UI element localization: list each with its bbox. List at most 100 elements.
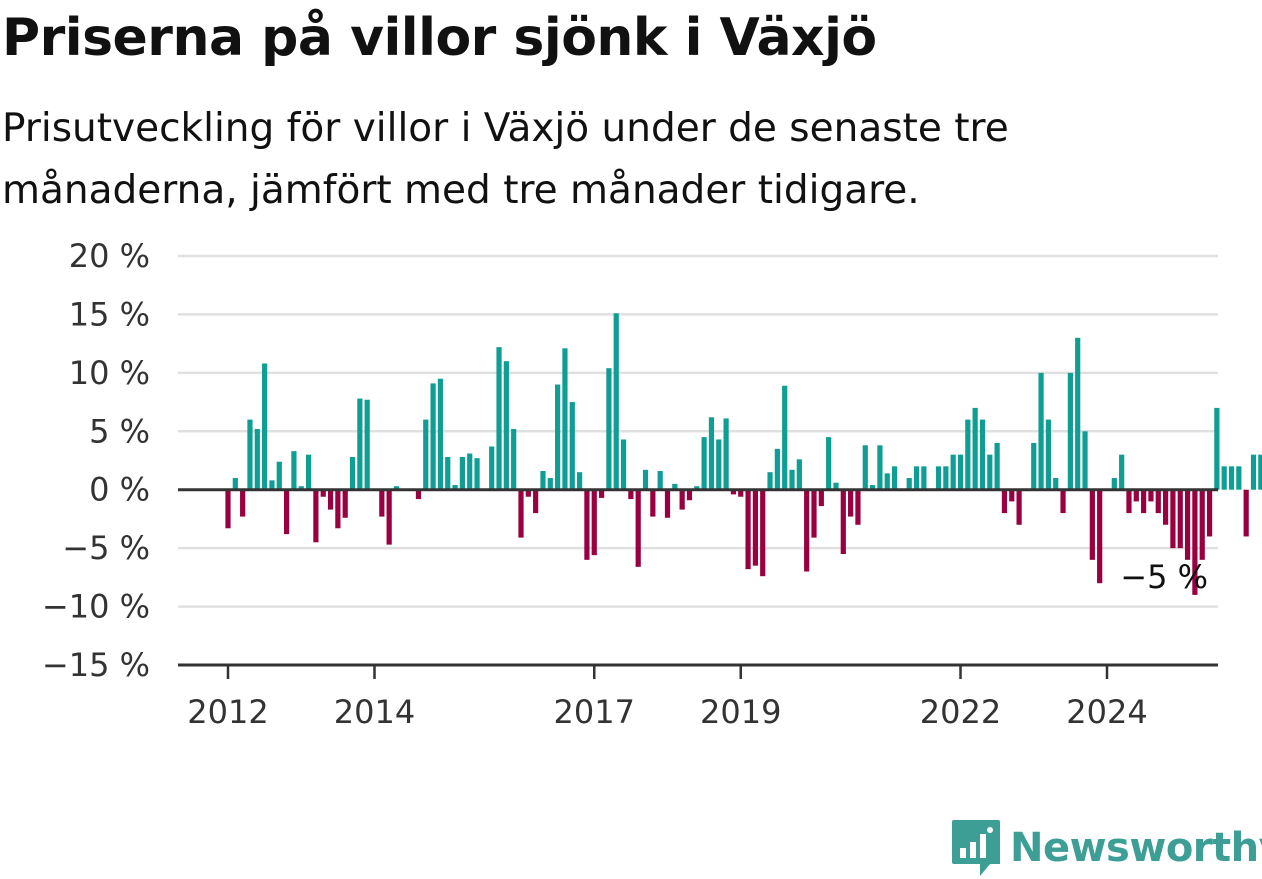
x-tick-label: 2019: [700, 693, 781, 731]
bar: [1075, 337, 1081, 490]
bar: [1045, 419, 1051, 490]
bar: [804, 489, 810, 572]
bar: [760, 489, 766, 577]
bar: [957, 454, 964, 490]
bar: [738, 489, 744, 497]
bar: [650, 489, 656, 517]
bar: [979, 419, 986, 490]
bar: [445, 456, 451, 490]
bar: [423, 419, 429, 490]
bar: [525, 489, 531, 497]
bar: [357, 398, 363, 490]
y-tick-label: 20 %: [69, 237, 150, 275]
y-tick-label: −5 %: [62, 529, 150, 567]
bar: [349, 456, 356, 490]
bar: [291, 451, 297, 490]
bar: [437, 378, 444, 490]
bar: [1258, 454, 1262, 490]
bar: [511, 428, 517, 490]
bar: [305, 454, 312, 490]
bar: [796, 459, 802, 490]
last-value-label: −5 %: [1120, 558, 1208, 596]
bar: [891, 466, 898, 490]
bar: [474, 458, 480, 490]
bar: [628, 489, 634, 500]
bar: [613, 313, 619, 490]
bar: [518, 489, 524, 538]
bar: [584, 489, 590, 560]
bar: [1133, 489, 1139, 502]
bar: [877, 445, 883, 490]
bar: [606, 368, 612, 490]
bar: [540, 471, 546, 490]
bar: [686, 489, 693, 501]
bar: [833, 482, 839, 490]
bar: [1148, 489, 1154, 502]
bar: [745, 489, 751, 570]
bar: [672, 483, 678, 490]
bar: [730, 489, 737, 495]
bar: [569, 402, 575, 490]
bar: [1155, 489, 1161, 514]
x-tick-label: 2017: [554, 693, 635, 731]
bar: [489, 446, 495, 490]
bar: [1060, 489, 1066, 514]
bar: [723, 418, 729, 490]
x-axis-ticks: 2012 2014 2017 2019 2022 2024: [187, 665, 1148, 731]
bar: [913, 466, 920, 490]
newsworthy-logo-text: Newsworthy: [1010, 825, 1262, 871]
bar: [657, 471, 663, 490]
bar: [972, 407, 978, 490]
bar: [716, 439, 722, 490]
bar: [1236, 466, 1242, 490]
x-tick-label: 2012: [187, 693, 268, 731]
bar: [262, 363, 268, 490]
bar: [642, 469, 649, 490]
bar: [591, 489, 597, 556]
bar: [870, 485, 876, 490]
bar: [1031, 442, 1037, 490]
bar: [701, 437, 707, 490]
x-tick-label: 2014: [334, 693, 415, 731]
bar: [818, 489, 824, 507]
bar: [1111, 478, 1117, 490]
bar-chart: 20 %15 %10 %5 %0 %−5 %−10 %−15 % 2012 201…: [42, 237, 1262, 731]
bar: [327, 489, 334, 510]
bar: [496, 347, 502, 490]
bar: [664, 489, 671, 518]
bar: [935, 466, 942, 490]
bar: [284, 489, 290, 535]
bar: [335, 489, 341, 529]
bar: [1009, 489, 1015, 502]
bar: [1119, 454, 1125, 490]
bar: [708, 417, 715, 490]
y-tick-label: −10 %: [42, 588, 150, 626]
bar: [943, 466, 949, 490]
newsworthy-logo-icon: [952, 820, 1000, 876]
bar: [254, 428, 260, 490]
bar: [862, 445, 868, 490]
y-tick-label: 15 %: [69, 295, 150, 333]
bar: [298, 486, 304, 490]
bar: [811, 489, 817, 538]
bar: [452, 485, 458, 490]
bar: [1170, 489, 1176, 549]
bar: [826, 437, 832, 490]
bar: [840, 489, 846, 554]
axes: [178, 488, 1218, 667]
x-tick-label: 2024: [1066, 693, 1147, 731]
bar: [1001, 489, 1008, 514]
bar: [415, 489, 422, 500]
bar: [1221, 466, 1227, 490]
bar: [774, 448, 780, 490]
bar: [767, 472, 773, 490]
bar: [533, 489, 539, 514]
bar: [789, 469, 795, 490]
bar: [467, 453, 473, 490]
bar: [1214, 407, 1220, 490]
bar: [225, 489, 231, 529]
bar: [1228, 466, 1235, 490]
bar: [848, 489, 854, 517]
chart-title: Priserna på villor sjönk i Växjö: [2, 8, 877, 68]
bar: [1250, 454, 1257, 490]
